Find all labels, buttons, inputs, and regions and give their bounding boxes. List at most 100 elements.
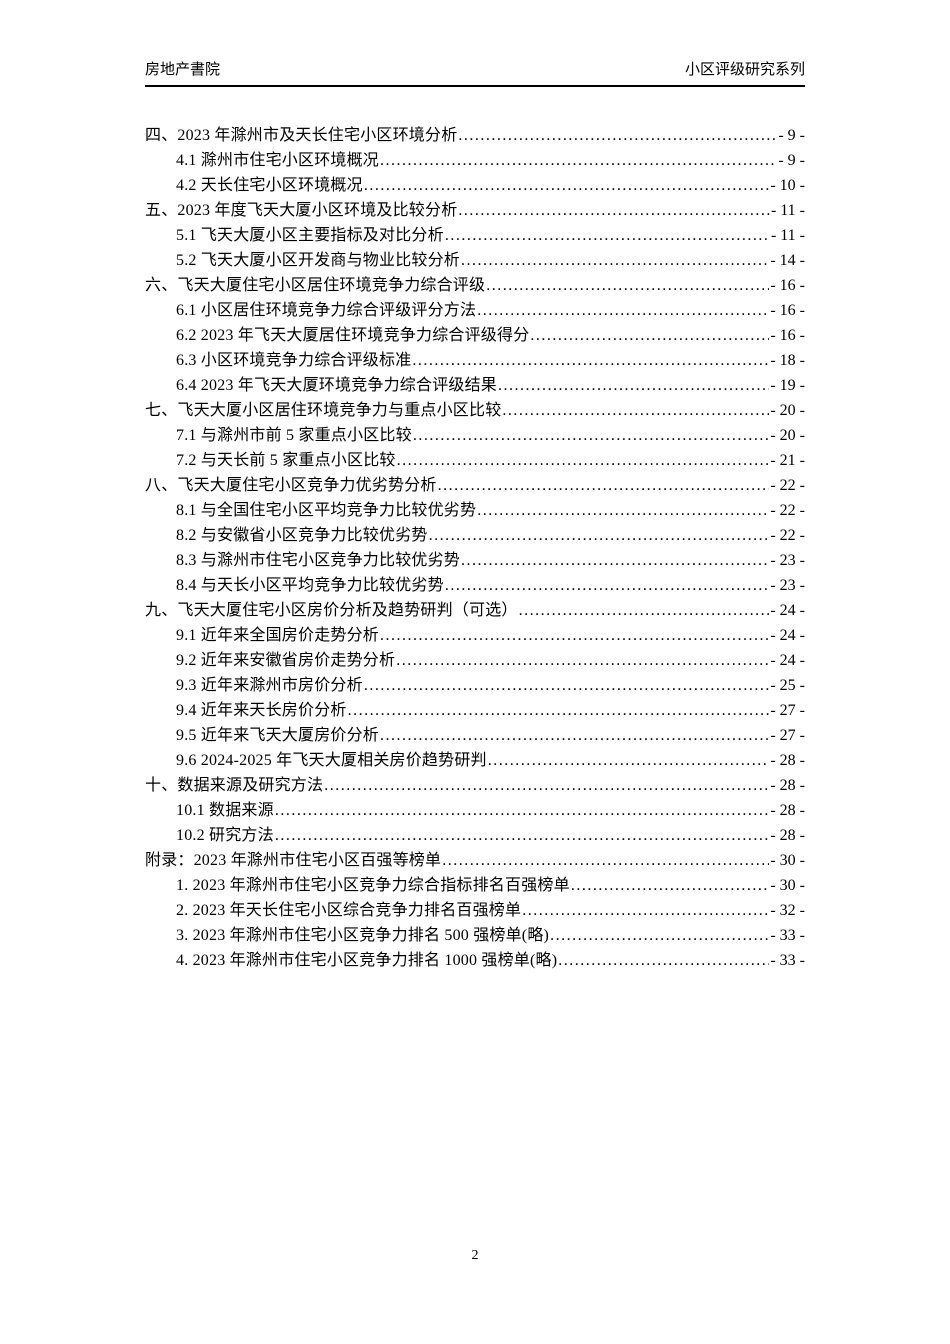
toc-entry-title: 六、飞天大厦住宅小区居住环境竞争力综合评级 — [145, 277, 486, 294]
toc-entry-title: 8.4 与天长小区平均竞争力比较优劣势 — [176, 577, 444, 594]
toc-entry: 附录：2023 年滁州市住宅小区百强等榜单 - 30 - — [145, 848, 805, 873]
toc-leader-dots — [429, 523, 770, 548]
header-left-text: 房地产書院 — [145, 62, 221, 78]
toc-leader-dots — [488, 748, 770, 773]
toc-leader-dots — [275, 823, 770, 848]
toc-leader-dots — [380, 723, 769, 748]
toc-entry-page: - 20 - — [770, 427, 805, 444]
toc-entry: 四、2023 年滁州市及天长住宅小区环境分析 - 9 - — [145, 123, 805, 148]
toc-entry-title: 9.2 近年来安徽省房价走势分析 — [176, 652, 396, 669]
toc-entry-title: 8.1 与全国住宅小区平均竞争力比较优劣势 — [176, 502, 477, 519]
toc-entry-page: - 32 - — [770, 902, 805, 919]
page-header: 房地产書院 小区评级研究系列 — [145, 60, 805, 87]
toc-entry: 7.1 与滁州市前 5 家重点小区比较 - 20 - — [145, 423, 805, 448]
table-of-contents: 四、2023 年滁州市及天长住宅小区环境分析 - 9 - 4.1 滁州市住宅小区… — [145, 123, 805, 973]
toc-entry: 七、飞天大厦小区居住环境竞争力与重点小区比较 - 20 - — [145, 398, 805, 423]
toc-entry-page: - 19 - — [770, 377, 805, 394]
toc-entry-page: - 33 - — [770, 952, 805, 969]
toc-entry-title: 四、2023 年滁州市及天长住宅小区环境分析 — [145, 127, 458, 144]
toc-entry: 九、飞天大厦住宅小区房价分析及趋势研判（可选） - 24 - — [145, 598, 805, 623]
toc-leader-dots — [461, 248, 769, 273]
toc-entry-title: 4.1 滁州市住宅小区环境概况 — [176, 152, 380, 169]
toc-entry-page: - 27 - — [770, 727, 805, 744]
toc-entry-page: - 22 - — [770, 502, 805, 519]
toc-leader-dots — [486, 273, 769, 298]
toc-entry-page: - 20 - — [770, 402, 805, 419]
page-footer: 2 — [0, 1248, 950, 1264]
toc-leader-dots — [396, 648, 769, 673]
toc-leader-dots — [412, 348, 769, 373]
toc-entry-title: 4.2 天长住宅小区环境概况 — [176, 177, 363, 194]
toc-entry-page: - 11 - — [770, 227, 805, 244]
toc-entry: 五、2023 年度飞天大厦小区环境及比较分析 - 11 - — [145, 198, 805, 223]
toc-entry-title: 6.1 小区居住环境竞争力综合评级评分方法 — [176, 302, 477, 319]
toc-entry-title: 9.3 近年来滁州市房价分析 — [176, 677, 363, 694]
toc-entry-title: 10.2 研究方法 — [176, 827, 274, 844]
toc-entry: 9.1 近年来全国房价走势分析 - 24 - — [145, 623, 805, 648]
toc-entry-title: 4. 2023 年滁州市住宅小区竞争力排名 1000 强榜单(略) — [176, 952, 558, 969]
toc-entry-title: 7.1 与滁州市前 5 家重点小区比较 — [176, 427, 412, 444]
toc-entry-page: - 16 - — [770, 327, 805, 344]
toc-entry-title: 十、数据来源及研究方法 — [145, 777, 324, 794]
toc-entry: 9.2 近年来安徽省房价走势分析 - 24 - — [145, 648, 805, 673]
toc-leader-dots — [442, 848, 769, 873]
toc-leader-dots — [461, 548, 769, 573]
toc-entry-page: - 9 - — [778, 152, 805, 169]
page-number: 2 — [471, 1248, 479, 1263]
toc-entry-page: - 33 - — [770, 927, 805, 944]
toc-entry-page: - 25 - — [770, 677, 805, 694]
toc-entry: 7.2 与天长前 5 家重点小区比较 - 21 - — [145, 448, 805, 473]
toc-entry-page: - 28 - — [770, 827, 805, 844]
toc-entry: 8.2 与安徽省小区竞争力比较优劣势 - 22 - — [145, 523, 805, 548]
toc-entry-title: 九、飞天大厦住宅小区房价分析及趋势研判（可选） — [145, 602, 518, 619]
toc-entry-title: 5.1 飞天大厦小区主要指标及对比分析 — [176, 227, 444, 244]
toc-entry: 10.2 研究方法 - 28 - — [145, 823, 805, 848]
toc-entry: 9.3 近年来滁州市房价分析 - 25 - — [145, 673, 805, 698]
toc-entry: 八、飞天大厦住宅小区竞争力优劣势分析 - 22 - — [145, 473, 805, 498]
toc-leader-dots — [477, 298, 769, 323]
toc-entry-page: - 18 - — [770, 352, 805, 369]
toc-entry-title: 3. 2023 年滁州市住宅小区竞争力排名 500 强榜单(略) — [176, 927, 550, 944]
toc-entry-page: - 28 - — [770, 752, 805, 769]
toc-entry: 6.4 2023 年飞天大厦环境竞争力综合评级结果 - 19 - — [145, 373, 805, 398]
toc-leader-dots — [458, 123, 777, 148]
header-right-text: 小区评级研究系列 — [684, 62, 805, 78]
toc-entry-page: - 24 - — [770, 652, 805, 669]
toc-leader-dots — [458, 198, 770, 223]
toc-entry-page: - 30 - — [770, 852, 805, 869]
toc-entry-page: - 10 - — [770, 177, 805, 194]
toc-entry-page: - 28 - — [770, 802, 805, 819]
toc-entry: 2. 2023 年天长住宅小区综合竞争力排名百强榜单 - 32 - — [145, 898, 805, 923]
toc-entry: 3. 2023 年滁州市住宅小区竞争力排名 500 强榜单(略) - 33 - — [145, 923, 805, 948]
toc-entry-title: 6.3 小区环境竞争力综合评级标准 — [176, 352, 412, 369]
toc-entry-page: - 16 - — [770, 277, 805, 294]
toc-entry-title: 2. 2023 年天长住宅小区综合竞争力排名百强榜单 — [176, 902, 522, 919]
toc-entry: 8.3 与滁州市住宅小区竞争力比较优劣势 - 23 - — [145, 548, 805, 573]
toc-leader-dots — [445, 223, 770, 248]
toc-entry: 4. 2023 年滁州市住宅小区竞争力排名 1000 强榜单(略) - 33 - — [145, 948, 805, 973]
toc-leader-dots — [364, 673, 770, 698]
toc-leader-dots — [364, 173, 770, 198]
toc-leader-dots — [519, 598, 770, 623]
toc-entry-page: - 22 - — [770, 477, 805, 494]
toc-leader-dots — [522, 898, 769, 923]
toc-entry-title: 七、飞天大厦小区居住环境竞争力与重点小区比较 — [145, 402, 502, 419]
toc-entry: 8.1 与全国住宅小区平均竞争力比较优劣势 - 22 - — [145, 498, 805, 523]
toc-entry: 8.4 与天长小区平均竞争力比较优劣势 - 23 - — [145, 573, 805, 598]
toc-leader-dots — [324, 773, 769, 798]
toc-leader-dots — [397, 448, 770, 473]
toc-leader-dots — [348, 698, 770, 723]
toc-entry-title: 5.2 飞天大厦小区开发商与物业比较分析 — [176, 252, 461, 269]
toc-entry: 9.5 近年来飞天大厦房价分析 - 27 - — [145, 723, 805, 748]
toc-leader-dots — [571, 873, 770, 898]
toc-leader-dots — [550, 923, 769, 948]
toc-entry-title: 附录：2023 年滁州市住宅小区百强等榜单 — [145, 852, 442, 869]
toc-entry-title: 8.3 与滁州市住宅小区竞争力比较优劣势 — [176, 552, 461, 569]
toc-leader-dots — [477, 498, 769, 523]
toc-entry-title: 1. 2023 年滁州市住宅小区竞争力综合指标排名百强榜单 — [176, 877, 570, 894]
toc-entry-title: 6.4 2023 年飞天大厦环境竞争力综合评级结果 — [176, 377, 498, 394]
toc-entry-page: - 21 - — [770, 452, 805, 469]
toc-entry-page: - 24 - — [770, 602, 805, 619]
toc-entry: 5.2 飞天大厦小区开发商与物业比较分析 - 14 - — [145, 248, 805, 273]
toc-entry: 4.2 天长住宅小区环境概况 - 10 - — [145, 173, 805, 198]
